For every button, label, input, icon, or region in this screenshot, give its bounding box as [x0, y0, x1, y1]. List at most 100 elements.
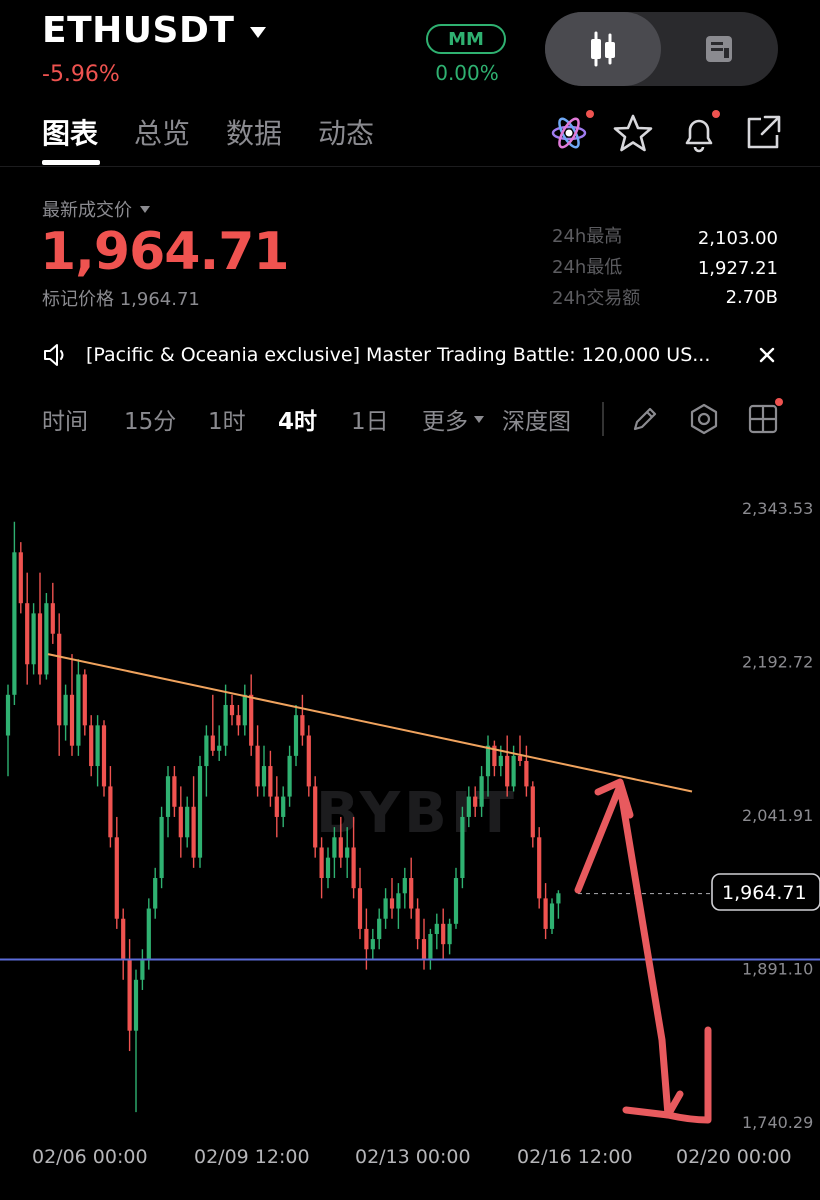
candle-body: [370, 939, 375, 950]
stat-24h-high-label: 24h最高: [552, 226, 623, 247]
candle-body: [25, 603, 30, 665]
tab-chart[interactable]: 图表: [42, 117, 99, 150]
candle-body: [428, 933, 433, 960]
candle-body: [37, 613, 43, 675]
timeframe-1h[interactable]: 1时: [208, 409, 246, 435]
candle-body: [63, 694, 68, 726]
candle-body: [434, 923, 439, 934]
active-tab-indicator: [42, 160, 100, 165]
timeframe-more[interactable]: 更多: [422, 402, 484, 436]
candle-body: [549, 903, 555, 929]
hexagon-settings-icon: [690, 403, 718, 435]
orderbook-view-button[interactable]: [661, 12, 778, 86]
mark-price: 标记价格 1,964.71: [42, 289, 200, 310]
candle-body: [364, 928, 369, 950]
y-axis-tick-label: 1,740.29: [742, 1113, 813, 1132]
candle-body: [351, 847, 356, 889]
draw-tool-button[interactable]: [628, 400, 662, 438]
stat-24h-turnover-value: 2.70B: [725, 287, 778, 308]
x-axis-tick-label: 02/16 12:00: [517, 1146, 633, 1168]
current-price-tag: 1,964.71: [711, 873, 820, 911]
candle-body: [50, 603, 55, 634]
candle-body: [453, 878, 459, 924]
candle-body: [197, 766, 203, 858]
stat-24h-low-label: 24h最低: [552, 257, 623, 278]
candle-body: [415, 908, 420, 940]
notification-dot: [775, 398, 783, 406]
candle-body: [377, 918, 382, 940]
ai-assistant-button[interactable]: [548, 110, 594, 154]
indicator-settings-button[interactable]: [687, 400, 721, 438]
candle-body: [409, 878, 414, 909]
candlestick-icon: [591, 31, 615, 67]
mm-badge[interactable]: MM: [426, 24, 506, 54]
candle-body: [204, 735, 209, 767]
close-icon[interactable]: [754, 342, 780, 368]
candle-body: [332, 837, 337, 858]
x-axis-tick-label: 02/06 00:00: [32, 1146, 148, 1168]
candle-body: [473, 796, 478, 807]
grid-layout-icon: [748, 404, 778, 434]
share-button[interactable]: [742, 112, 784, 154]
candle-body: [505, 755, 510, 787]
candle-body: [524, 760, 529, 787]
price-alert-button[interactable]: [678, 110, 720, 154]
timeframe-15m[interactable]: 15分: [124, 409, 177, 435]
candle-body: [466, 796, 471, 817]
candle-body: [5, 694, 11, 736]
timeframe-time[interactable]: 时间: [42, 409, 88, 435]
candle-body: [345, 847, 350, 858]
candle-body: [281, 796, 286, 817]
y-axis-tick-label: 1,891.10: [742, 960, 813, 979]
document-icon: [705, 36, 732, 62]
announcement-bar[interactable]: [Pacific & Oceania exclusive] Master Tra…: [42, 340, 782, 370]
candle-body: [498, 755, 503, 767]
candle-body: [479, 776, 484, 807]
stat-24h-low-value: 1,927.21: [697, 258, 778, 279]
chart-view-button[interactable]: [545, 12, 661, 86]
candle-body: [242, 694, 247, 726]
last-price-selector[interactable]: 最新成交价: [42, 196, 150, 222]
depth-chart-tab[interactable]: 深度图: [502, 409, 571, 435]
candle-body: [223, 704, 228, 746]
y-axis-tick-label: 2,192.72: [742, 653, 813, 672]
tab-data[interactable]: 数据: [226, 117, 283, 150]
annotation-arrow: [574, 778, 712, 1124]
y-axis: 2,343.53 2,192.72 2,041.91 1,891.10 1,740.29: [742, 499, 813, 1132]
notification-dot: [586, 110, 594, 118]
favorite-button[interactable]: [612, 112, 654, 154]
candle-body: [287, 755, 292, 797]
layout-button[interactable]: [746, 398, 783, 438]
star-icon: [613, 114, 653, 152]
candle-body: [191, 806, 196, 858]
announcement-text: [Pacific & Oceania exclusive] Master Tra…: [86, 344, 711, 366]
price-change-percent: -5.96%: [42, 62, 120, 87]
timeframe-4h[interactable]: 4时: [278, 409, 318, 435]
candle-body: [313, 786, 318, 848]
candle-body: [114, 837, 119, 919]
candle-body: [517, 755, 523, 761]
candle-body: [159, 816, 164, 879]
stat-24h-turnover-label: 24h交易额: [552, 288, 641, 309]
candle-body: [82, 674, 87, 726]
x-axis: 02/06 00:00 02/09 12:00 02/13 00:00 02/16 1…: [32, 1146, 792, 1168]
candle-body: [95, 725, 100, 767]
candle-body: [537, 837, 542, 899]
candle-body: [44, 603, 49, 675]
tab-feed[interactable]: 动态: [318, 117, 375, 150]
tab-overview[interactable]: 总览: [134, 117, 191, 150]
timeframe-1d[interactable]: 1日: [351, 409, 389, 435]
candle-body: [261, 766, 267, 787]
candle-body: [229, 704, 235, 716]
timeframe-more-label: 更多: [422, 409, 468, 435]
candle-body: [293, 715, 299, 756]
view-mode-toggle[interactable]: [545, 12, 778, 86]
candle-body: [57, 633, 62, 726]
candle-body: [127, 959, 132, 1031]
price-chart[interactable]: BYBIT 1,964.71 2,343.532,192.722,041.911…: [0, 460, 820, 1200]
stat-24h-high-value: 2,103.00: [697, 228, 778, 249]
candle-body: [133, 979, 139, 1031]
candle-body: [274, 796, 279, 817]
candle-body: [460, 816, 465, 879]
symbol-selector[interactable]: ETHUSDT: [42, 10, 267, 51]
